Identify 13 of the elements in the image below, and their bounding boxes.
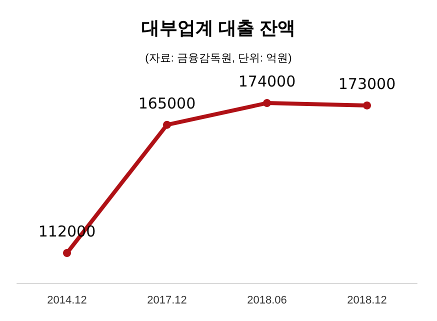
data-label: 173000 xyxy=(338,74,396,93)
point xyxy=(363,101,371,110)
data-label: 174000 xyxy=(238,72,296,91)
x-tick-label: 2018.12 xyxy=(347,294,387,306)
chart-title: 대부업계 대출 잔액 xyxy=(141,18,296,38)
chart-subtitle: (자료: 금융감독원, 단위: 억원) xyxy=(145,52,292,64)
data-label: 165000 xyxy=(138,94,196,112)
x-tick-label: 2017.12 xyxy=(147,294,187,306)
point xyxy=(63,249,71,258)
point xyxy=(163,120,171,129)
x-tick-label: 2014.12 xyxy=(47,294,87,306)
point xyxy=(263,99,271,108)
x-tick-label: 2018.06 xyxy=(247,294,287,306)
